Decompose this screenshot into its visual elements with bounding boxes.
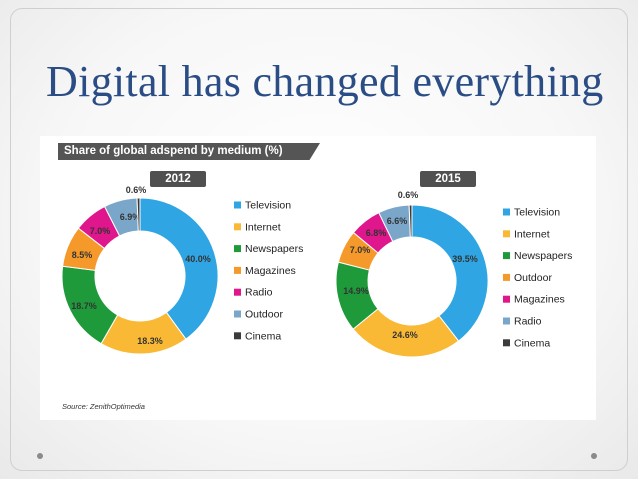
donut-2012-label-newspapers: 18.7% [71, 301, 97, 311]
legend-2015-swatch-magazines [503, 295, 510, 303]
legend-2012-swatch-internet [234, 223, 241, 231]
legend-2012-swatch-radio [234, 288, 241, 296]
legend-2012-label-internet: Internet [245, 221, 281, 233]
legend-2015-swatch-radio [503, 317, 510, 325]
source-note: Source: ZenithOptimedia [62, 402, 145, 411]
legend-2012-label-newspapers: Newspapers [245, 243, 303, 255]
legend-2015-swatch-internet [503, 230, 510, 238]
legend-2012-label-magazines: Magazines [245, 265, 296, 277]
legend-2012-swatch-newspapers [234, 245, 241, 253]
donut-2012-label-cinema: 0.6% [126, 185, 147, 195]
donut-2012-label-television: 40.0% [185, 254, 211, 264]
legend-2012-label-outdoor: Outdoor [245, 309, 283, 321]
legend-2015-swatch-newspapers [503, 252, 510, 260]
donut-2012-label-magazines: 8.5% [72, 250, 93, 260]
year-tag-2012: 2012 [150, 171, 206, 187]
donut-2015-label-radio: 6.6% [387, 216, 408, 226]
legend-2015-label-radio: Radio [514, 316, 542, 328]
donut-2012-slice-television [139, 197, 219, 340]
legend-2015-swatch-cinema [503, 339, 510, 347]
legend-2015-label-internet: Internet [514, 228, 550, 240]
legend-2015-swatch-outdoor [503, 273, 510, 281]
donut-2012-label-internet: 18.3% [137, 336, 163, 346]
legend-2015-label-newspapers: Newspapers [514, 250, 572, 262]
legend-2015-swatch-television [503, 208, 510, 216]
donut-2015-slice-cinema [408, 204, 413, 238]
donut-2015-label-cinema: 0.6% [398, 190, 419, 200]
donut-2015-label-newspapers: 14.9% [343, 286, 369, 296]
donut-2015-slice-television [411, 204, 489, 342]
legend-2012-swatch-television [234, 201, 241, 209]
panel-title: Share of global adspend by medium (%) [58, 143, 320, 160]
donut-2015-label-internet: 24.6% [392, 330, 418, 340]
slide-dot-left [37, 453, 43, 459]
legend-2012-swatch-magazines [234, 266, 241, 274]
legend-2015-label-television: Television [514, 207, 560, 219]
year-tag-2015: 2015 [420, 171, 476, 187]
donut-2012-label-outdoor: 6.9% [120, 212, 141, 222]
donut-2015-label-outdoor: 7.0% [350, 245, 371, 255]
slide-title: Digital has changed everything [46, 57, 604, 106]
legend-2012-label-cinema: Cinema [245, 330, 281, 342]
slide-dot-right [591, 453, 597, 459]
legend-2015-label-outdoor: Outdoor [514, 272, 552, 284]
legend-2012-swatch-cinema [234, 332, 241, 340]
legend-2015-label-magazines: Magazines [514, 294, 565, 306]
donut-2015-label-television: 39.5% [452, 254, 478, 264]
legend-2012-label-radio: Radio [245, 287, 273, 299]
donut-2015-label-magazines: 6.8% [366, 228, 387, 238]
donut-2012-label-radio: 7.0% [90, 226, 111, 236]
legend-2015-label-cinema: Cinema [514, 337, 550, 349]
slide-border [10, 8, 628, 471]
legend-2012-label-television: Television [245, 200, 291, 212]
donut-2012-slice-cinema [136, 197, 141, 232]
legend-2012-swatch-outdoor [234, 310, 241, 318]
